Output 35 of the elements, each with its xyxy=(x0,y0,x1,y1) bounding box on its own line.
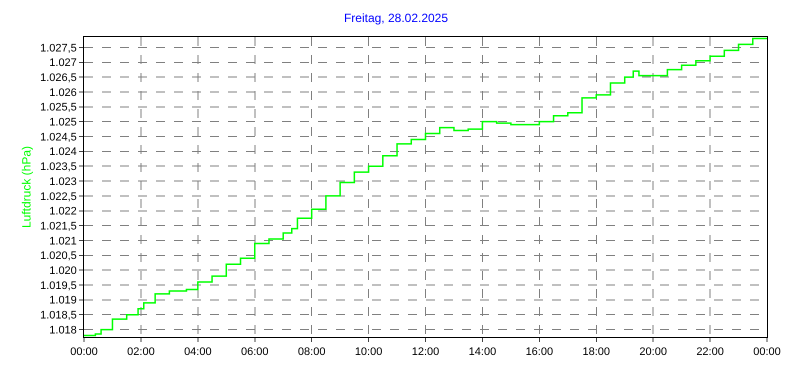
y-tick-label: 1.020,5 xyxy=(40,250,77,262)
x-tick-label: 18:00 xyxy=(582,346,610,358)
x-tick-label: 02:00 xyxy=(127,346,155,358)
y-tick-label: 1.021,5 xyxy=(40,220,77,232)
x-tick-label: 06:00 xyxy=(240,346,269,358)
y-tick-label: 1.019 xyxy=(49,294,77,307)
y-tick-label: 1.027 xyxy=(49,57,77,70)
y-tick-label: 1.018 xyxy=(49,324,77,336)
x-tick-label: 20:00 xyxy=(639,346,667,358)
y-tick-label: 1.022 xyxy=(49,206,77,218)
x-tick-label: 10:00 xyxy=(354,346,382,358)
y-tick-label: 1.024 xyxy=(49,146,77,158)
y-tick-label: 1.020 xyxy=(49,265,77,278)
x-tick-label: 14:00 xyxy=(468,346,496,358)
y-tick-label: 1.026,5 xyxy=(40,72,77,84)
y-tick-label: 1.018,5 xyxy=(40,310,77,322)
y-tick-label: 1.027,5 xyxy=(40,42,77,54)
y-tick-label: 1.019,5 xyxy=(40,280,77,292)
x-tick-label: 04:00 xyxy=(184,346,212,358)
x-tick-label: 16:00 xyxy=(526,346,554,358)
y-tick-label: 1.024,5 xyxy=(40,131,77,144)
chart-title: Freitag, 28.02.2025 xyxy=(344,10,448,25)
x-tick-label: 00:00 xyxy=(753,346,781,358)
y-axis-title: Luftdruck (hPa) xyxy=(19,146,34,228)
x-tick-label: 12:00 xyxy=(412,346,440,358)
y-tick-label: 1.023 xyxy=(49,176,77,188)
y-tick-label: 1.025,5 xyxy=(40,102,77,114)
y-tick-label: 1.022,5 xyxy=(40,190,77,203)
x-tick-label: 08:00 xyxy=(298,346,326,358)
x-tick-label: 00:00 xyxy=(70,346,98,358)
y-tick-label: 1.026 xyxy=(49,86,77,99)
y-tick-label: 1.021 xyxy=(49,235,77,248)
y-tick-label: 1.023,5 xyxy=(40,161,77,174)
x-tick-label: 22:00 xyxy=(696,346,724,358)
y-tick-label: 1.025 xyxy=(49,116,77,128)
